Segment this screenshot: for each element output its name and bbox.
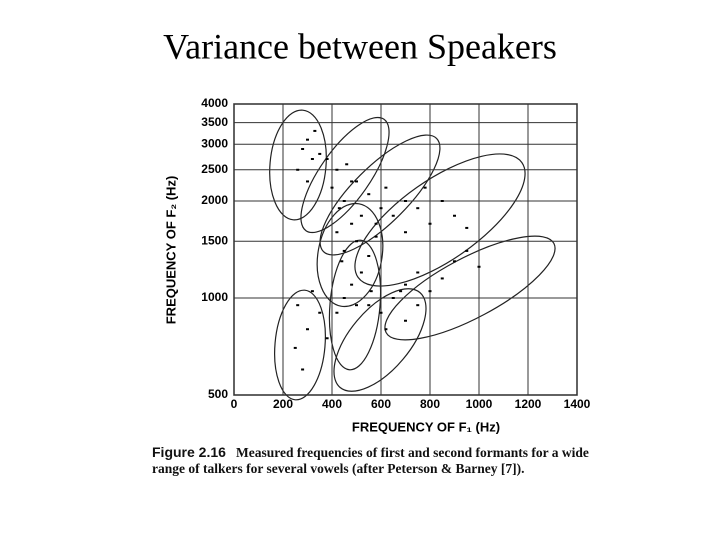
- data-point: [428, 290, 432, 293]
- data-point: [296, 168, 300, 171]
- data-point: [335, 231, 339, 234]
- data-point: [384, 186, 388, 189]
- y-tick-label: 2000: [201, 193, 228, 207]
- data-point: [379, 207, 383, 210]
- data-point: [453, 214, 456, 217]
- x-tick-label: 800: [420, 397, 440, 411]
- data-point: [416, 271, 420, 274]
- region: [333, 288, 427, 392]
- figure-caption: Figure 2.16 Measured frequencies of firs…: [152, 444, 597, 477]
- data-point: [342, 297, 346, 299]
- region: [328, 239, 382, 371]
- y-axis-label: FREQUENCY OF F₂ (Hz): [163, 176, 178, 325]
- y-tick-label: 4000: [201, 96, 228, 110]
- region: [319, 134, 441, 256]
- y-tick-label: 1500: [201, 233, 228, 247]
- x-axis-label: FREQUENCY OF F₁ (Hz): [352, 419, 500, 434]
- data-point: [359, 271, 363, 274]
- data-point: [342, 249, 346, 252]
- data-point: [404, 283, 407, 286]
- data-point: [310, 290, 314, 293]
- data-point: [477, 265, 481, 268]
- data-point: [374, 222, 378, 225]
- data-point: [440, 277, 444, 280]
- region: [384, 235, 556, 341]
- data-point: [399, 290, 403, 293]
- plot-frame: [233, 103, 578, 396]
- data-point: [391, 297, 395, 299]
- data-point: [310, 158, 314, 161]
- region: [316, 202, 384, 308]
- data-point: [379, 311, 383, 314]
- region: [300, 116, 390, 234]
- data-point: [428, 222, 432, 225]
- data-point: [340, 260, 344, 263]
- x-tick-label: 400: [322, 397, 342, 411]
- data-point: [318, 311, 322, 314]
- data-point: [423, 186, 427, 189]
- x-tick-label: 1200: [515, 397, 542, 411]
- data-point: [367, 193, 371, 196]
- x-tick-label: 0: [231, 397, 238, 411]
- data-point: [337, 207, 341, 210]
- data-point: [318, 152, 322, 155]
- data-point: [296, 304, 300, 307]
- slide-title: Variance between Speakers: [163, 26, 557, 66]
- caption-label: Figure 2.16: [152, 444, 226, 460]
- x-tick-label: 600: [371, 397, 391, 411]
- region: [274, 289, 326, 401]
- data-point: [404, 231, 407, 234]
- data-point: [355, 304, 358, 307]
- data-point: [355, 180, 358, 183]
- data-point: [404, 200, 407, 202]
- data-point: [465, 226, 469, 229]
- data-point: [306, 180, 309, 183]
- data-point: [404, 319, 407, 322]
- data-point: [345, 163, 349, 166]
- data-point: [369, 290, 373, 293]
- x-tick-label: 200: [273, 397, 293, 411]
- y-tick-label: 500: [208, 387, 228, 401]
- data-point: [367, 255, 371, 258]
- data-point: [325, 158, 329, 161]
- data-point: [330, 186, 334, 189]
- data-point: [306, 328, 309, 331]
- caption-text: Measured frequencies of first and second…: [152, 445, 589, 476]
- data-point: [359, 214, 363, 217]
- data-point: [301, 148, 305, 151]
- vowel-regions: [269, 109, 556, 401]
- region: [269, 109, 327, 221]
- data-point: [350, 180, 354, 183]
- data-point: [384, 328, 388, 331]
- y-tick-label: 1000: [201, 290, 228, 304]
- data-point: [301, 368, 305, 371]
- data-point: [342, 200, 346, 202]
- data-point: [367, 304, 371, 307]
- y-tick-label: 3000: [201, 136, 228, 150]
- y-tick-label: 2500: [201, 162, 228, 176]
- data-point: [335, 168, 339, 171]
- x-tick-label: 1400: [564, 397, 591, 411]
- data-point: [391, 214, 395, 217]
- y-tick-label: 3500: [201, 115, 228, 129]
- data-point: [335, 311, 339, 314]
- data-point: [293, 346, 297, 349]
- region: [354, 153, 526, 287]
- data-point: [313, 129, 317, 132]
- data-point: [355, 240, 358, 243]
- data-point: [350, 222, 354, 225]
- data-point: [465, 249, 469, 252]
- data-point: [416, 304, 420, 307]
- data-point: [350, 283, 354, 286]
- data-point: [374, 235, 378, 238]
- data-point: [440, 200, 444, 202]
- data-point: [416, 207, 420, 210]
- data-point: [306, 138, 309, 141]
- data-point: [453, 260, 456, 263]
- x-tick-label: 1000: [466, 397, 493, 411]
- data-point: [325, 337, 329, 340]
